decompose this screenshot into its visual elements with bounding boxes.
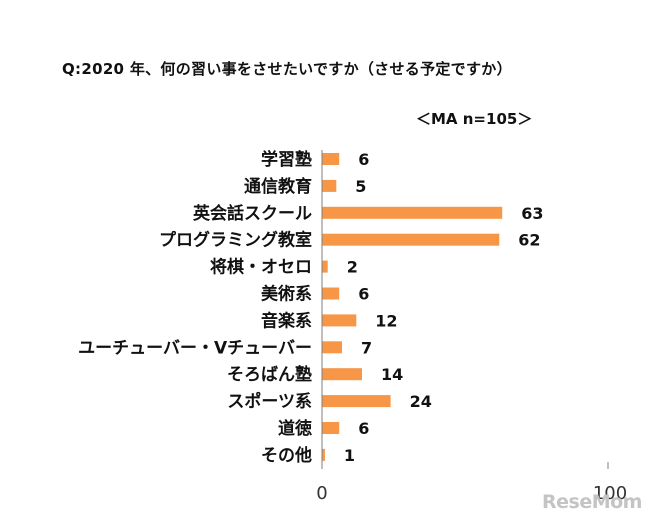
category-label-6: 音楽系 <box>261 310 312 331</box>
bar-7 <box>322 341 342 354</box>
bar-9 <box>322 395 391 408</box>
bar-0 <box>322 153 340 165</box>
value-label-2: 63 <box>521 204 543 223</box>
category-label-10: 道徳 <box>278 418 312 439</box>
bar-11 <box>322 448 325 461</box>
x-tick-max: 100 <box>593 483 627 504</box>
category-label-9: スポーツ系 <box>227 391 312 412</box>
bar-4 <box>322 260 328 273</box>
bar-3 <box>322 233 500 246</box>
chart-title: Q:2020 年、何の習い事をさせたいですか（させる予定ですか） <box>62 60 512 78</box>
watermark-logo: ReseMom <box>542 491 642 513</box>
category-label-4: 将棋・オセロ <box>210 257 312 278</box>
value-label-1: 5 <box>355 177 366 196</box>
bars-group <box>322 153 503 461</box>
category-label-11: その他 <box>261 445 312 466</box>
x-tick-min: 0 <box>316 483 327 504</box>
bar-8 <box>322 368 362 381</box>
bar-6 <box>322 314 357 327</box>
value-label-7: 7 <box>361 338 372 357</box>
category-label-5: 美術系 <box>261 284 312 305</box>
value-label-9: 24 <box>410 392 432 411</box>
category-label-7: ユーチューバー・Vチューバー <box>78 338 312 358</box>
bar-5 <box>322 287 340 300</box>
bar-1 <box>322 179 337 192</box>
value-label-11: 1 <box>344 446 355 465</box>
bar-10 <box>322 422 340 434</box>
category-labels-group: 学習塾通信教育英会話スクールプログラミング教室将棋・オセロ美術系音楽系ユーチュー… <box>78 149 312 466</box>
chart-subtitle: ＜MA n=105＞ <box>416 110 533 128</box>
value-label-6: 12 <box>375 311 397 330</box>
category-label-3: プログラミング教室 <box>159 230 312 251</box>
value-label-0: 6 <box>358 150 369 169</box>
value-label-3: 62 <box>518 231 540 250</box>
category-label-1: 通信教育 <box>244 176 312 197</box>
category-label-0: 学習塾 <box>261 149 312 170</box>
value-label-5: 6 <box>358 285 369 304</box>
category-label-2: 英会話スクール <box>193 203 312 224</box>
value-label-8: 14 <box>381 365 403 384</box>
bar-2 <box>322 206 503 219</box>
value-label-10: 6 <box>358 419 369 438</box>
category-label-8: そろばん塾 <box>227 364 312 385</box>
value-label-4: 2 <box>347 258 358 277</box>
